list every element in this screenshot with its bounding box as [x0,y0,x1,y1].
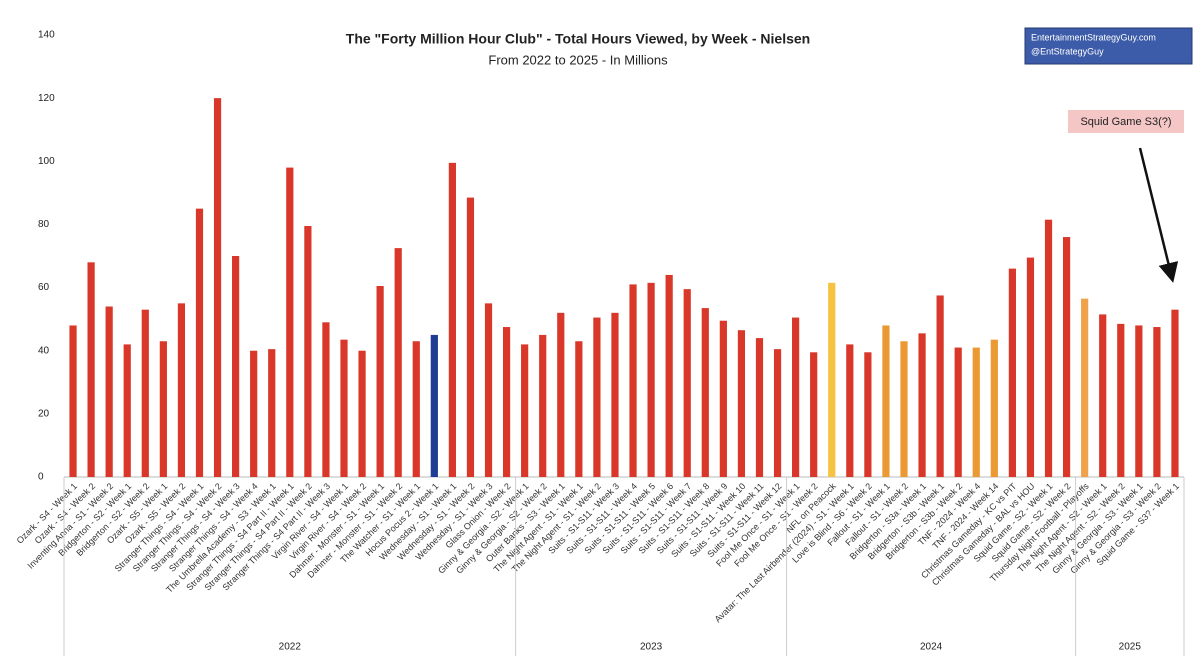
bar [466,197,475,478]
source-text: @EntStrategyGuy [1031,46,1104,56]
bar [737,330,746,477]
bar [1135,325,1143,477]
bar [719,320,727,477]
bar [1044,219,1053,477]
bar [864,352,872,477]
bar [936,295,944,477]
bar [539,334,547,477]
bar [990,339,998,477]
bar [846,344,854,477]
bar [900,341,908,477]
bar [972,347,980,477]
group-label: 2022 [279,642,302,653]
annotation-text: Squid Game S3(?) [1080,116,1171,128]
bar [105,306,113,477]
y-tick-label: 0 [38,472,44,483]
bar [1008,268,1016,477]
bar [1026,257,1035,477]
bar [683,289,691,477]
bar [69,325,77,477]
bar [87,262,95,477]
chart-title: The "Forty Million Hour Club" - Total Ho… [346,31,810,47]
bar [250,350,258,477]
y-tick-label: 120 [38,93,55,104]
bar [412,341,420,477]
bar [1081,298,1089,477]
y-tick-label: 100 [38,156,55,167]
bar [575,341,583,477]
bar [213,98,222,478]
bar [502,327,511,477]
bar [1153,327,1161,477]
bar [918,333,926,477]
bar [1062,237,1071,477]
bar [430,334,438,477]
bar [882,325,890,477]
y-tick-label: 80 [38,219,50,230]
bar [701,308,709,477]
bar [484,303,493,477]
bar [1099,314,1107,477]
bar [1171,309,1179,477]
y-tick-label: 40 [38,345,50,356]
bar [322,322,330,477]
bar [773,349,782,477]
bar [340,339,348,477]
bar [177,303,186,477]
y-tick-label: 60 [38,282,50,293]
bar [394,248,402,477]
bar [232,256,240,477]
bar [376,285,384,477]
bar [1117,323,1125,477]
source-text: EntertainmentStrategyGuy.com [1031,32,1156,42]
annotation-box [1068,110,1184,133]
y-tick-label: 20 [38,408,50,419]
bar [647,282,655,477]
source-box [1024,27,1193,65]
group-label: 2023 [640,642,663,653]
bar [286,167,294,477]
bar [159,341,167,477]
bar [629,284,637,477]
bar [611,312,619,477]
group-label: 2025 [1119,642,1142,653]
bar [755,338,764,477]
bar [141,309,149,477]
group-label: 2024 [920,642,943,653]
annotation-arrow [1138,147,1179,283]
bar [195,208,204,477]
chart-subtitle: From 2022 to 2025 - In Millions [488,52,668,67]
bar [358,350,366,477]
bar [593,317,601,477]
bar [557,312,565,477]
bar [123,344,131,477]
bar [828,282,836,477]
bar [810,352,818,477]
bar [954,347,962,477]
y-tick-label: 140 [38,30,55,41]
bar [665,274,673,477]
bar [521,344,529,477]
bar [304,226,312,477]
bar [268,349,276,477]
bar [448,162,456,477]
bar [792,317,800,477]
